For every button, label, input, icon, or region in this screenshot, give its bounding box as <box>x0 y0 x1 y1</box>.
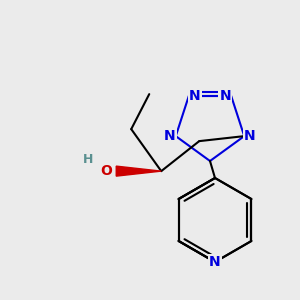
Text: N: N <box>164 129 176 143</box>
Text: N: N <box>209 255 221 269</box>
Text: N: N <box>244 129 256 143</box>
Text: N: N <box>220 89 231 103</box>
Text: N: N <box>189 89 200 103</box>
Text: H: H <box>83 153 93 166</box>
Polygon shape <box>116 166 161 176</box>
Text: O: O <box>100 164 112 178</box>
